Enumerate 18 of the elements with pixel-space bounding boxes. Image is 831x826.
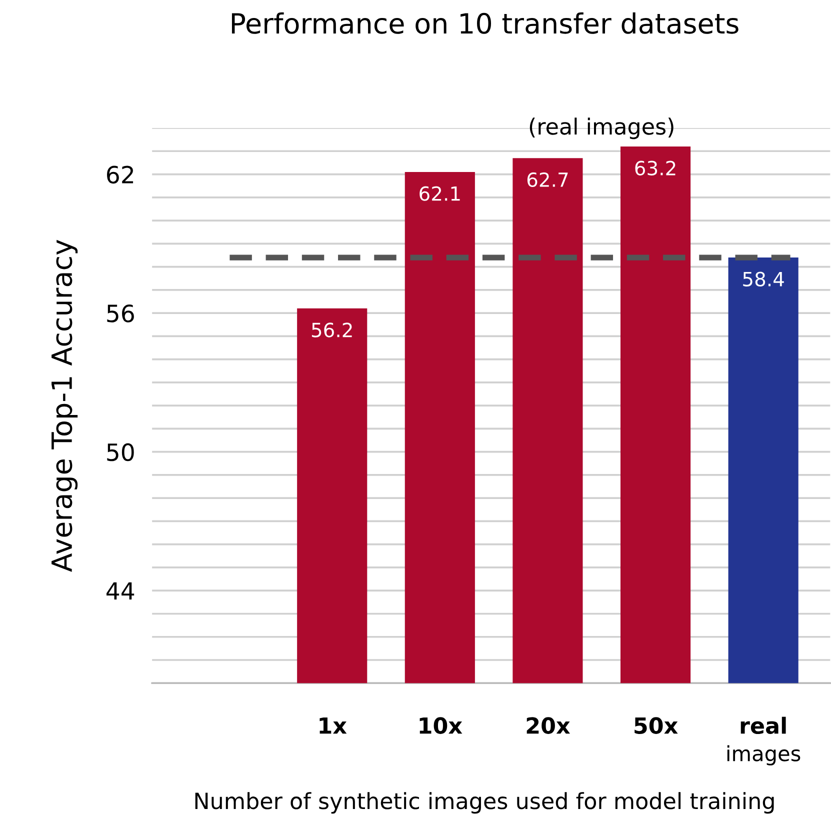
- annotation: (real images): [530, 118, 674, 140]
- y-tick-label: 56: [107, 304, 134, 322]
- y-axis-title: Average Top-1 Accuracy: [52, 240, 78, 572]
- data-label: 62.7: [527, 172, 568, 188]
- x-tick-label: real images: [727, 716, 800, 766]
- y-tick-label: 50: [107, 443, 134, 462]
- chart-title: Performance on 10 transfer datasets: [232, 12, 738, 34]
- data-label: 56.2: [312, 322, 352, 338]
- y-tick-label: 44: [106, 582, 134, 600]
- x-tick-label: 10x: [420, 717, 462, 734]
- y-tick-label: 62: [107, 166, 134, 184]
- data-label: 63.2: [635, 160, 676, 176]
- data-label: 62.1: [420, 186, 460, 201]
- data-label: 58.4: [743, 272, 784, 286]
- x-tick-label: 20x: [526, 717, 570, 734]
- x-tick-label: 1x: [320, 717, 347, 734]
- x-tick-label: 50x: [634, 717, 678, 734]
- x-axis-title: Number of synthetic images used for model training: [195, 792, 774, 814]
